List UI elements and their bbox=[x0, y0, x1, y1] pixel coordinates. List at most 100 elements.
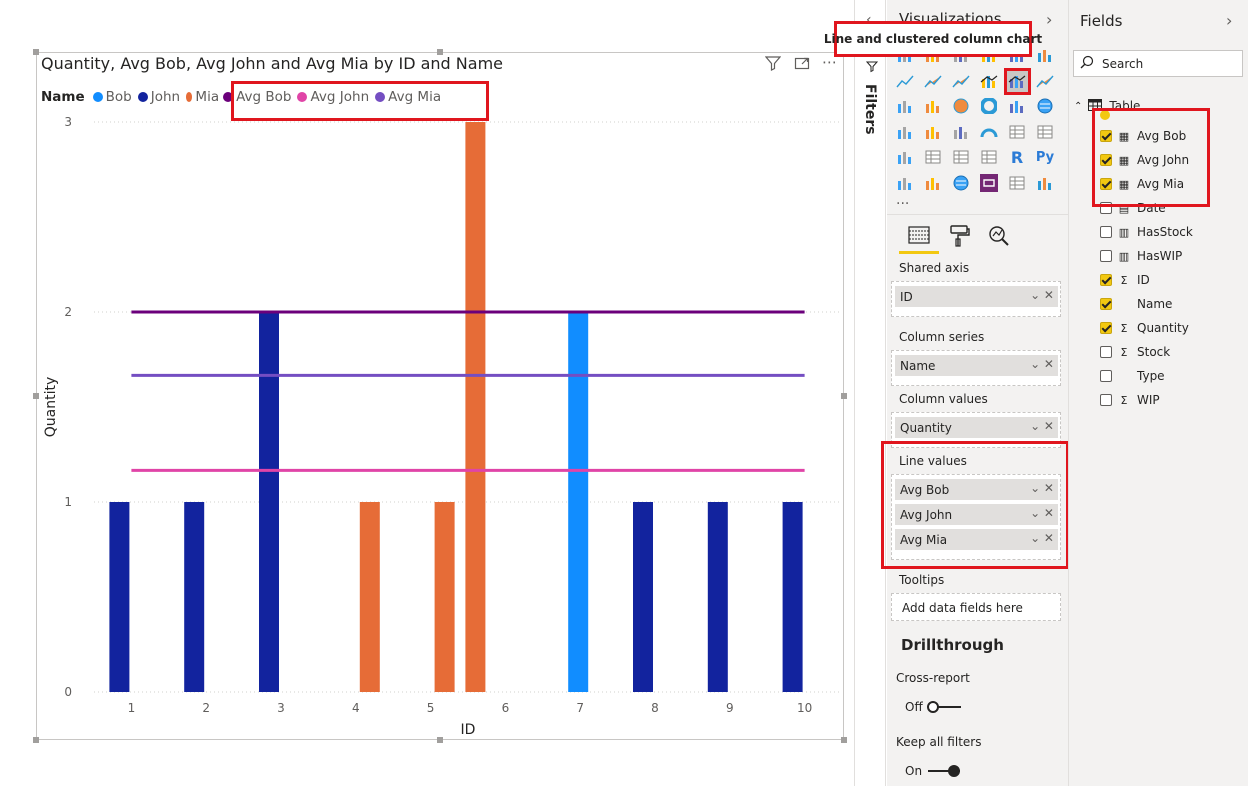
field-checkbox[interactable] bbox=[1100, 154, 1112, 166]
field-pill-avg-john[interactable]: Avg John ⌄ ✕ bbox=[895, 504, 1058, 525]
viz-python-visual-icon[interactable]: Py bbox=[1034, 146, 1056, 168]
field-pill-id[interactable]: ID ⌄ ✕ bbox=[895, 286, 1058, 307]
viz-matrix-icon[interactable] bbox=[978, 146, 1000, 168]
viz-scatter-icon[interactable] bbox=[922, 95, 944, 117]
pill-controls[interactable]: ⌄ ✕ bbox=[1030, 531, 1054, 545]
field-checkbox[interactable] bbox=[1100, 274, 1112, 286]
viz-stacked-area-icon[interactable] bbox=[950, 70, 972, 92]
pill-controls[interactable]: ⌄ ✕ bbox=[1030, 288, 1054, 302]
field-checkbox[interactable] bbox=[1100, 178, 1112, 190]
legend-item-john[interactable]: John bbox=[137, 89, 180, 105]
viz-kpi-icon[interactable] bbox=[894, 146, 916, 168]
bar-john-2[interactable] bbox=[184, 502, 205, 692]
chevron-down-icon[interactable]: ⌃ bbox=[1074, 100, 1083, 112]
expand-right-icon[interactable]: › bbox=[1226, 11, 1233, 30]
bar-john-1[interactable] bbox=[109, 502, 130, 692]
fields-tab-icon[interactable] bbox=[907, 224, 931, 248]
more-visuals-icon[interactable]: ... bbox=[896, 192, 910, 208]
bar-john-8[interactable] bbox=[633, 502, 653, 692]
field-item-haswip[interactable]: ▥ HasWIP bbox=[1100, 247, 1182, 265]
viz-line-clustered-column-icon[interactable] bbox=[1006, 69, 1028, 92]
viz-r-visual-icon[interactable]: R bbox=[1006, 146, 1028, 168]
legend-item-avg-bob[interactable]: Avg Bob bbox=[223, 89, 291, 105]
resize-handle[interactable] bbox=[841, 393, 847, 399]
legend-item-avg-mia[interactable]: Avg Mia bbox=[375, 89, 441, 105]
bar-john-10[interactable] bbox=[782, 502, 803, 692]
field-pill-avg-mia[interactable]: Avg Mia ⌄ ✕ bbox=[895, 529, 1058, 550]
resize-handle[interactable] bbox=[841, 737, 847, 743]
field-checkbox[interactable] bbox=[1100, 346, 1112, 358]
field-item-avg-john[interactable]: ▦ Avg John bbox=[1100, 151, 1189, 169]
bar-john-3[interactable] bbox=[259, 312, 279, 692]
field-pill-quantity[interactable]: Quantity ⌄ ✕ bbox=[895, 417, 1058, 438]
viz-card-icon[interactable] bbox=[1006, 121, 1028, 143]
viz-decomposition-tree-icon[interactable] bbox=[922, 172, 944, 194]
bar-mia-6[interactable] bbox=[465, 122, 486, 692]
viz-100-column-icon[interactable] bbox=[1034, 44, 1056, 66]
collapse-left-icon[interactable]: ‹ bbox=[866, 12, 872, 28]
analytics-tab-icon[interactable] bbox=[987, 224, 1011, 248]
viz-multi-row-card-icon[interactable] bbox=[1034, 121, 1056, 143]
viz-area-icon[interactable] bbox=[922, 70, 944, 92]
field-checkbox[interactable] bbox=[1100, 322, 1112, 334]
resize-handle[interactable] bbox=[33, 49, 39, 55]
viz-power-apps-icon[interactable] bbox=[978, 172, 1000, 194]
resize-handle[interactable] bbox=[33, 393, 39, 399]
pill-controls[interactable]: ⌄ ✕ bbox=[1030, 419, 1054, 433]
filters-label[interactable]: Filters bbox=[862, 84, 878, 135]
keep-all-filters-toggle[interactable]: On bbox=[905, 764, 961, 778]
field-checkbox[interactable] bbox=[1100, 394, 1112, 406]
focus-mode-icon[interactable] bbox=[794, 55, 810, 75]
field-item-type[interactable]: Type bbox=[1100, 367, 1165, 385]
pill-controls[interactable]: ⌄ ✕ bbox=[1030, 506, 1054, 520]
viz-filled-map-icon[interactable] bbox=[894, 121, 916, 143]
field-item-avg-bob[interactable]: ▦ Avg Bob bbox=[1100, 127, 1186, 145]
fields-search-input[interactable]: Search bbox=[1073, 50, 1243, 77]
field-pill-avg-bob[interactable]: Avg Bob ⌄ ✕ bbox=[895, 479, 1058, 500]
viz-shape-map-icon[interactable] bbox=[922, 121, 944, 143]
viz-waterfall-icon[interactable] bbox=[894, 95, 916, 117]
bar-mia-5[interactable] bbox=[434, 502, 455, 692]
expand-right-icon[interactable]: › bbox=[1046, 10, 1053, 29]
field-item-stock[interactable]: Σ Stock bbox=[1100, 343, 1170, 361]
well-tooltips[interactable] bbox=[891, 593, 1061, 621]
field-pill-name[interactable]: Name ⌄ ✕ bbox=[895, 355, 1058, 376]
field-item-quantity[interactable]: Σ Quantity bbox=[1100, 319, 1189, 337]
format-tab-icon[interactable] bbox=[947, 224, 971, 248]
legend-item-bob[interactable]: Bob bbox=[92, 89, 132, 105]
viz-treemap-icon[interactable] bbox=[1006, 95, 1028, 117]
bar-john-9[interactable] bbox=[707, 502, 728, 692]
viz-map-icon[interactable] bbox=[1034, 95, 1056, 117]
viz-line-stacked-column-icon[interactable] bbox=[978, 70, 1000, 92]
viz-ribbon-icon[interactable] bbox=[1034, 70, 1056, 92]
bar-mia-4[interactable] bbox=[359, 502, 380, 692]
viz-slicer-icon[interactable] bbox=[922, 146, 944, 168]
toggle-track[interactable] bbox=[928, 765, 961, 777]
field-item-hasstock[interactable]: ▥ HasStock bbox=[1100, 223, 1193, 241]
field-item-avg-mia[interactable]: ▦ Avg Mia bbox=[1100, 175, 1184, 193]
legend-item-mia[interactable]: Mia bbox=[186, 89, 219, 105]
viz-arcgis-icon[interactable] bbox=[950, 172, 972, 194]
field-checkbox[interactable] bbox=[1100, 226, 1112, 238]
viz-smart-narrative-icon[interactable] bbox=[1034, 172, 1056, 194]
viz-table-icon[interactable] bbox=[950, 146, 972, 168]
viz-funnel-icon[interactable] bbox=[950, 121, 972, 143]
field-checkbox[interactable] bbox=[1100, 202, 1112, 214]
filter-icon[interactable] bbox=[764, 55, 782, 75]
field-checkbox[interactable] bbox=[1100, 130, 1112, 142]
pill-controls[interactable]: ⌄ ✕ bbox=[1030, 481, 1054, 495]
field-item-date[interactable]: ▤ Date bbox=[1100, 199, 1166, 217]
pill-controls[interactable]: ⌄ ✕ bbox=[1030, 357, 1054, 371]
legend-item-avg-john[interactable]: Avg John bbox=[297, 89, 369, 105]
bar-bob-7[interactable] bbox=[568, 312, 589, 692]
resize-handle[interactable] bbox=[437, 49, 443, 55]
viz-gauge-icon[interactable] bbox=[978, 121, 1000, 143]
resize-handle[interactable] bbox=[33, 737, 39, 743]
field-checkbox[interactable] bbox=[1100, 250, 1112, 262]
more-options-icon[interactable]: ⋯ bbox=[822, 53, 837, 71]
cross-report-toggle[interactable]: Off bbox=[905, 700, 961, 714]
field-item-id[interactable]: Σ ID bbox=[1100, 271, 1150, 289]
field-item-wip[interactable]: Σ WIP bbox=[1100, 391, 1160, 409]
field-item-name[interactable]: Name bbox=[1100, 295, 1172, 313]
viz-qa-icon[interactable] bbox=[1006, 172, 1028, 194]
